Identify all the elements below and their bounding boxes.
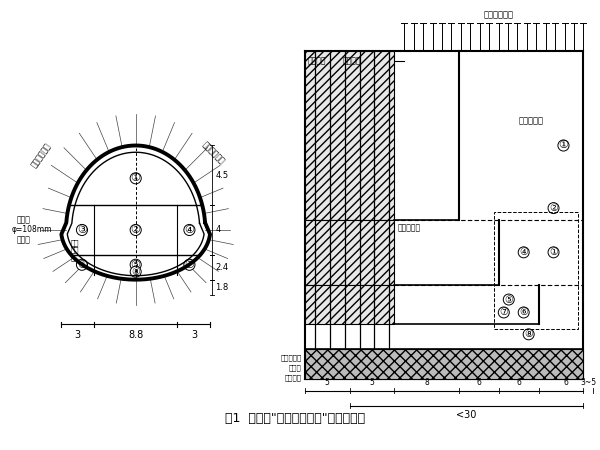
Text: 系统径向锚杆: 系统径向锚杆	[484, 10, 514, 19]
Text: 5: 5	[370, 378, 374, 387]
Text: ①: ①	[549, 248, 558, 257]
Text: ④: ④	[520, 248, 528, 257]
Text: 3: 3	[191, 330, 197, 340]
Text: 1.8: 1.8	[215, 283, 229, 292]
Text: 系统径向锚杆: 系统径向锚杆	[200, 140, 226, 166]
Text: ⑦: ⑦	[184, 260, 194, 270]
Text: 4: 4	[215, 225, 221, 234]
Text: 6: 6	[516, 378, 521, 387]
Text: 初喷
混凝
土: 初喷 混凝 土	[71, 239, 80, 261]
Text: 先导管: 先导管	[16, 235, 30, 244]
Text: ⑦: ⑦	[499, 307, 508, 317]
Text: 6: 6	[476, 378, 481, 387]
Text: 4.5: 4.5	[215, 171, 229, 180]
Text: 防水层: 防水层	[289, 364, 302, 371]
Text: ②: ②	[131, 225, 140, 235]
Bar	[305, 349, 583, 379]
Bar	[305, 220, 394, 285]
Text: 8.8: 8.8	[128, 330, 143, 340]
Text: 2.4: 2.4	[215, 263, 229, 272]
Text: ④: ④	[184, 225, 194, 235]
Bar	[494, 212, 578, 329]
Text: 8: 8	[424, 378, 429, 387]
Text: ①: ①	[559, 140, 568, 150]
Text: 5: 5	[325, 378, 329, 387]
Text: 图1  河底段"三台阶七步法"施工步序图: 图1 河底段"三台阶七步法"施工步序图	[225, 412, 365, 425]
Text: ②: ②	[549, 203, 558, 213]
Text: <30: <30	[456, 410, 476, 420]
Text: 矢管棚: 矢管棚	[16, 216, 30, 225]
Text: 钢架未示全: 钢架未示全	[518, 116, 544, 125]
Text: ⑧: ⑧	[524, 329, 533, 339]
Bar	[305, 285, 394, 324]
Text: 系统径向锚杆: 系统径向锚杆	[29, 141, 53, 169]
Text: 3: 3	[74, 330, 80, 340]
Text: ①: ①	[131, 173, 140, 183]
Text: ⑤: ⑤	[131, 260, 140, 270]
Text: ⑥: ⑥	[77, 260, 87, 270]
Text: ③: ③	[77, 225, 87, 235]
Text: ⑧: ⑧	[131, 267, 140, 277]
Text: 初期支护: 初期支护	[285, 374, 302, 381]
Text: 初期支护: 初期支护	[343, 56, 361, 65]
Text: 二次衬砌: 二次衬砌	[308, 56, 326, 65]
Text: ⑤: ⑤	[505, 295, 513, 305]
Bar	[305, 51, 394, 220]
Text: ⑥: ⑥	[520, 307, 528, 317]
Text: 初喷混凝土: 初喷混凝土	[397, 223, 421, 232]
Text: 6: 6	[563, 378, 568, 387]
Text: 3~5: 3~5	[580, 378, 596, 387]
Text: φ=108mm: φ=108mm	[11, 225, 52, 234]
Text: 混凝土垫层: 混凝土垫层	[281, 354, 302, 361]
